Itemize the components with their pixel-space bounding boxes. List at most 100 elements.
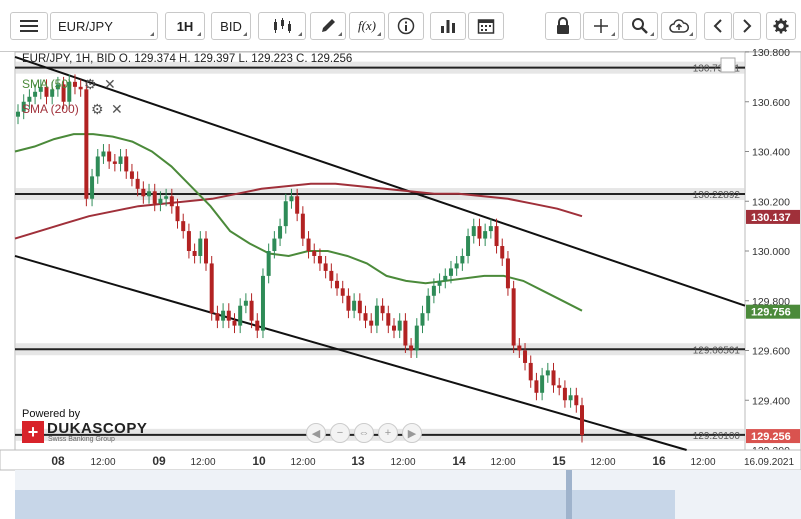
symbol-selector[interactable]: EUR/JPY: [50, 12, 158, 40]
candle-body: [352, 300, 357, 311]
candle-body: [306, 238, 311, 251]
sma200-close-icon[interactable]: ✕: [111, 101, 123, 117]
pan-right-icon[interactable]: ▶: [402, 423, 422, 443]
candle-body: [545, 370, 550, 376]
sma50-close-icon[interactable]: ✕: [104, 76, 116, 92]
candle-body: [523, 350, 528, 363]
candle-body: [84, 89, 89, 199]
candle-body: [272, 238, 277, 251]
cloud-upload-button[interactable]: [661, 12, 697, 40]
candle-body: [215, 313, 220, 321]
candle-body: [562, 387, 567, 401]
y-tick-label: 130.600: [752, 97, 790, 109]
level-label: 130.22892: [693, 190, 741, 201]
price-tag: [746, 429, 800, 444]
y-tick-label: 129.400: [752, 395, 790, 407]
lock-button[interactable]: [545, 12, 581, 40]
scroll-left-button[interactable]: [704, 12, 732, 40]
bar-chart-icon: [441, 20, 455, 33]
candle-body: [426, 295, 431, 314]
candle-body: [249, 300, 254, 321]
candle-body: [528, 362, 533, 381]
x-tick-label: 10: [252, 454, 266, 468]
x-tick-label: 12:00: [290, 457, 315, 468]
timeframe-selector[interactable]: 1H: [165, 12, 205, 40]
candle-body: [169, 196, 174, 207]
candle-body: [118, 156, 123, 164]
candle-body: [266, 251, 271, 276]
info-icon: [397, 17, 415, 35]
candle-body: [289, 196, 294, 202]
y-tick-label: 130.000: [752, 246, 790, 258]
sma200-settings-icon[interactable]: ⚙: [91, 101, 104, 117]
candle-body: [414, 325, 419, 351]
candle-body: [443, 275, 448, 281]
dukascopy-logo: + DUKASCOPY Swiss Banking Group: [22, 420, 147, 445]
candle-body: [580, 405, 584, 436]
candle-body: [380, 305, 385, 314]
candle-body: [540, 375, 545, 393]
candle-body: [283, 201, 288, 227]
sma50-line: [14, 133, 583, 312]
x-tick-label: 12:00: [190, 457, 215, 468]
candle-body: [152, 191, 157, 204]
candle-body: [300, 213, 305, 239]
chart-navigation: ◀ − ⇔ + ▶: [306, 423, 422, 443]
zoom-button[interactable]: [622, 12, 658, 40]
candle-body: [574, 395, 579, 406]
scroll-right-button[interactable]: [733, 12, 761, 40]
candle-body: [44, 86, 49, 97]
indicators-button[interactable]: f(x): [349, 12, 385, 40]
candle-body: [335, 280, 340, 289]
candle-body: [278, 226, 283, 239]
settings-button[interactable]: [766, 12, 796, 40]
chart-type-button[interactable]: [258, 12, 306, 40]
y-tick-label: 130.800: [752, 47, 790, 59]
swiss-cross-icon: +: [22, 421, 44, 443]
candle-body: [483, 231, 488, 239]
candle-body: [50, 89, 55, 97]
candle-body: [61, 84, 66, 102]
candle-body: [511, 288, 516, 346]
x-tick-label: 14: [452, 454, 466, 468]
level-label: 129.60501: [693, 345, 741, 356]
level-label: 129.26100: [693, 431, 741, 442]
draw-tool-button[interactable]: [310, 12, 346, 40]
statistics-button[interactable]: [430, 12, 466, 40]
candle-body: [312, 251, 317, 256]
candle-body: [568, 395, 573, 401]
crosshair-button[interactable]: [583, 12, 619, 40]
candle-body: [181, 221, 186, 232]
side-selector[interactable]: BID: [211, 12, 251, 40]
candle-body: [78, 86, 83, 90]
x-tick-label: 16.09.2021: [744, 457, 794, 468]
candle-body: [209, 263, 214, 314]
candle-body: [226, 310, 231, 321]
x-tick-label: 12:00: [390, 457, 415, 468]
candlestick-icon: [274, 18, 291, 33]
price-tag-label: 130.137: [751, 212, 791, 224]
candle-body: [21, 101, 26, 112]
candle-body: [243, 300, 248, 306]
gear-icon: [773, 18, 789, 34]
x-tick-label: 09: [152, 454, 166, 468]
candle-body: [141, 188, 146, 197]
sma50-settings-icon[interactable]: ⚙: [84, 76, 97, 92]
y-tick-label: 129.600: [752, 346, 790, 358]
candle-body: [477, 226, 482, 239]
candle-body: [147, 191, 152, 197]
zoom-out-icon[interactable]: −: [330, 423, 350, 443]
powered-by-label: Powered by: [22, 408, 81, 420]
timeframe-label: 1H: [176, 18, 194, 34]
pencil-icon: [322, 19, 335, 32]
y-tick-label: 130.400: [752, 147, 790, 159]
pan-left-icon[interactable]: ◀: [306, 423, 326, 443]
zoom-in-icon[interactable]: +: [378, 423, 398, 443]
fit-icon[interactable]: ⇔: [354, 423, 374, 443]
info-button[interactable]: [388, 12, 424, 40]
calendar-button[interactable]: [468, 12, 504, 40]
menu-button[interactable]: [10, 12, 48, 40]
candle-body: [55, 84, 60, 90]
fullscreen-icon: [720, 57, 736, 73]
